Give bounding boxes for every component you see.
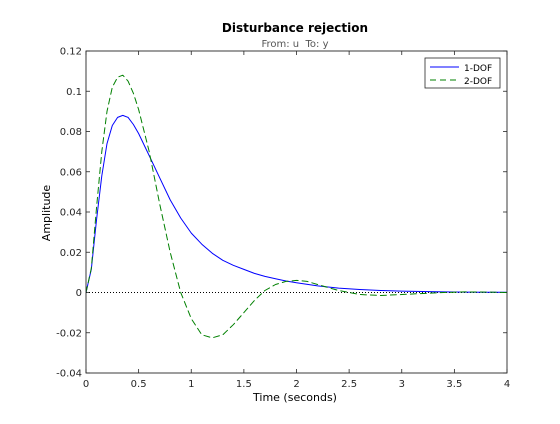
- chart-subtitle: From: u To: y: [261, 39, 328, 50]
- y-tick-label: 0.04: [60, 208, 82, 219]
- series-line-2-dof: [86, 74, 507, 339]
- y-tick-label: 0.08: [60, 127, 82, 138]
- x-tick-label: 0: [83, 379, 89, 390]
- y-tick-label: 0.06: [60, 167, 82, 178]
- chart-title: Disturbance rejection: [222, 21, 368, 35]
- x-tick-label: 0.5: [131, 379, 147, 390]
- x-tick-label: 1.5: [236, 379, 252, 390]
- x-tick-label: 1: [188, 379, 194, 390]
- x-tick-label: 2.5: [341, 379, 357, 390]
- y-tick-label: 0.12: [60, 47, 82, 58]
- series-line-1-dof: [86, 114, 507, 293]
- x-tick-label: 2: [293, 379, 299, 390]
- series-layer: [86, 74, 507, 339]
- x-tick-label: 3.5: [446, 379, 462, 390]
- y-tick-label: -0.04: [56, 369, 82, 380]
- x-tick-label: 3: [399, 379, 405, 390]
- x-tick-labels: 0 0.5 1 1.5 2 2.5 3 3.5 4: [83, 379, 510, 390]
- plot-frame: [85, 50, 508, 374]
- x-axis-label: Time (seconds): [252, 391, 337, 404]
- legend-box: [424, 57, 501, 89]
- y-axis-label: Amplitude: [40, 185, 53, 242]
- legend: 1-DOF 2-DOF: [424, 57, 501, 89]
- y-tick-label: 0.02: [60, 248, 82, 259]
- y-tick-labels: -0.04 -0.02 0 0.02 0.04 0.06 0.08 0.1 0.12: [56, 47, 82, 380]
- x-tick-label: 4: [504, 379, 510, 390]
- y-tick-label: 0.1: [66, 87, 82, 98]
- plot-area: [86, 51, 507, 373]
- y-tick-label: -0.02: [56, 328, 82, 339]
- legend-label-2-dof: 2-DOF: [464, 77, 492, 87]
- legend-label-1-dof: 1-DOF: [464, 64, 492, 74]
- y-tick-label: 0: [76, 288, 82, 299]
